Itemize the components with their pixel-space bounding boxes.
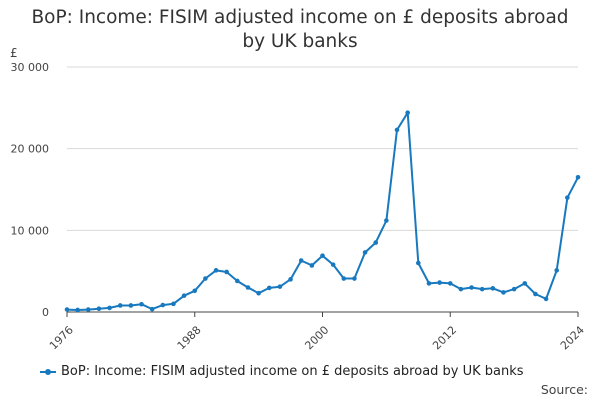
data-point bbox=[533, 291, 538, 297]
x-tick-label: 2024 bbox=[558, 323, 587, 352]
data-point bbox=[75, 307, 80, 313]
data-point bbox=[224, 269, 229, 275]
y-axis-tick-labels: 0 10 000 20 000 30 000 bbox=[11, 61, 50, 319]
data-point bbox=[362, 250, 368, 255]
data-point bbox=[341, 276, 347, 281]
data-point bbox=[203, 276, 208, 281]
x-axis: 1976 1988 2000 2012 2024 bbox=[47, 311, 587, 352]
data-point bbox=[298, 258, 304, 263]
data-point bbox=[501, 290, 506, 295]
chart-title: BoP: Income: FISIM adjusted income on £ … bbox=[0, 6, 600, 54]
data-point bbox=[394, 127, 400, 133]
data-point bbox=[128, 303, 134, 308]
gridlines bbox=[67, 66, 578, 231]
data-point bbox=[479, 286, 485, 292]
data-point bbox=[192, 288, 198, 294]
data-point bbox=[160, 302, 166, 308]
data-point bbox=[245, 285, 251, 290]
x-tick-label: 2012 bbox=[430, 323, 459, 352]
legend-label: BoP: Income: FISIM adjusted income on £ … bbox=[61, 364, 524, 379]
series-line bbox=[66, 111, 579, 311]
x-tick-label: 1976 bbox=[47, 323, 76, 352]
data-point bbox=[181, 293, 187, 298]
y-tick-label: 10 000 bbox=[11, 224, 50, 237]
x-tick-label: 1988 bbox=[175, 323, 204, 352]
data-point bbox=[352, 276, 357, 281]
y-axis-label: £ bbox=[10, 46, 18, 60]
data-point bbox=[405, 110, 410, 116]
data-point bbox=[288, 277, 293, 282]
data-point bbox=[85, 307, 91, 312]
data-point bbox=[416, 260, 421, 266]
legend[interactable]: BoP: Income: FISIM adjusted income on £ … bbox=[40, 364, 524, 379]
data-point bbox=[64, 307, 70, 312]
data-point bbox=[149, 306, 155, 312]
series-layer bbox=[64, 110, 581, 313]
chart-title-line-1: BoP: Income: FISIM adjusted income on £ … bbox=[31, 7, 569, 28]
data-point bbox=[384, 218, 389, 223]
data-point bbox=[235, 278, 240, 284]
data-point bbox=[96, 306, 102, 312]
data-point bbox=[213, 268, 219, 273]
data-point bbox=[139, 301, 144, 307]
data-point bbox=[171, 301, 176, 307]
y-tick-label: 20 000 bbox=[11, 143, 50, 156]
data-point bbox=[309, 263, 315, 268]
data-point bbox=[543, 296, 549, 302]
data-point bbox=[107, 305, 112, 311]
data-point bbox=[554, 268, 560, 273]
data-point bbox=[373, 240, 379, 245]
data-point bbox=[426, 281, 432, 286]
data-point bbox=[266, 285, 272, 291]
data-point bbox=[490, 286, 496, 291]
source-label: Source: bbox=[540, 382, 588, 397]
data-point bbox=[575, 174, 581, 180]
data-point bbox=[522, 281, 528, 286]
y-tick-label: 0 bbox=[42, 306, 49, 319]
data-point bbox=[469, 285, 474, 290]
data-point bbox=[565, 195, 570, 200]
y-tick-label: 30 000 bbox=[11, 61, 50, 74]
data-point bbox=[447, 281, 453, 286]
chart-title-line-2: by UK banks bbox=[242, 31, 358, 52]
data-point bbox=[117, 303, 123, 308]
legend-swatch bbox=[40, 368, 56, 375]
data-point bbox=[277, 284, 283, 289]
data-point bbox=[458, 286, 464, 292]
data-point bbox=[320, 253, 325, 258]
data-point bbox=[437, 280, 442, 285]
data-point bbox=[511, 286, 517, 292]
data-point bbox=[330, 262, 336, 267]
x-tick-label: 2000 bbox=[302, 323, 331, 352]
data-point bbox=[256, 290, 261, 296]
